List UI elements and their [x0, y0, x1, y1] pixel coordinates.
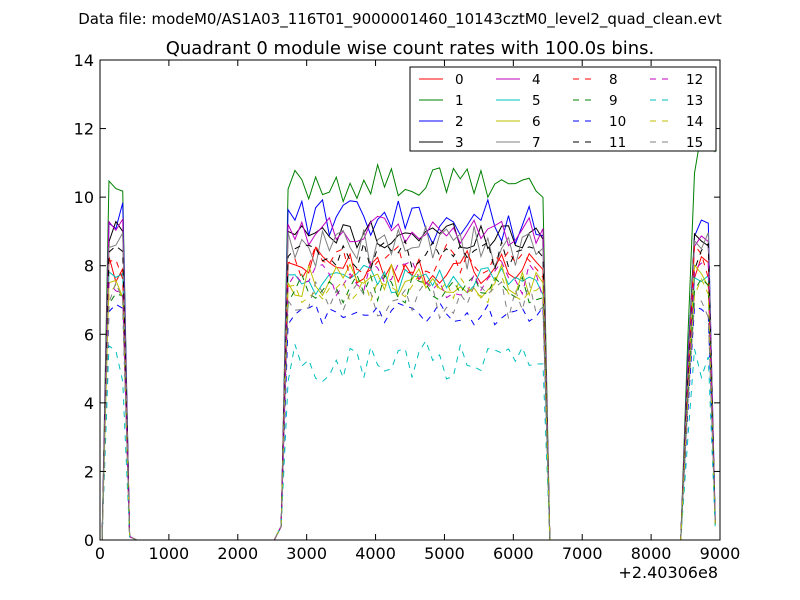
series-line-2 — [101, 198, 716, 541]
legend-label-12: 12 — [686, 72, 703, 88]
legend-box — [409, 66, 717, 152]
x-tick-label: 4000 — [355, 544, 396, 563]
y-tick-label: 10 — [74, 188, 94, 207]
x-axis: 0 1000 2000 3000 4000 5000 6000 7000 8000 9000 — [95, 60, 740, 563]
series-line-1 — [101, 131, 716, 541]
series-line-10 — [101, 301, 716, 541]
series-line-6 — [101, 263, 716, 541]
series-line-9 — [101, 273, 716, 541]
legend-label-9: 9 — [609, 93, 618, 109]
series-line-5 — [101, 264, 716, 541]
legend-label-10: 10 — [609, 114, 626, 130]
legend-label-4: 4 — [532, 72, 541, 88]
x-tick-label: 5000 — [424, 544, 465, 563]
y-tick-label: 0 — [84, 531, 94, 550]
x-tick-label: 7000 — [562, 544, 603, 563]
series-line-12 — [101, 260, 716, 541]
y-tick-label: 6 — [84, 325, 94, 344]
series-line-4 — [101, 215, 716, 541]
x-tick-label: 6000 — [493, 544, 534, 563]
x-tick-label: 3000 — [286, 544, 327, 563]
legend-label-11: 11 — [609, 135, 626, 151]
series-line-14 — [101, 273, 716, 541]
chart-title: Quadrant 0 module wise count rates with … — [166, 38, 655, 59]
figure-suptitle: Data file: modeM0/AS1A03_116T01_90000014… — [78, 10, 722, 29]
x-tick-label: 2000 — [217, 544, 258, 563]
y-tick-label: 4 — [84, 394, 94, 413]
legend-label-0: 0 — [455, 72, 464, 88]
x-tick-label: 8000 — [631, 544, 672, 563]
y-tick-label: 2 — [84, 462, 94, 481]
y-tick-label: 8 — [84, 257, 94, 276]
x-tick-label: 9000 — [700, 544, 741, 563]
x-tick-label: 1000 — [149, 544, 190, 563]
series-line-3 — [101, 220, 716, 541]
legend-label-7: 7 — [532, 135, 541, 151]
legend-label-1: 1 — [455, 93, 464, 109]
x-offset-label: +2.40306e8 — [618, 563, 718, 582]
legend-label-5: 5 — [532, 93, 541, 109]
y-tick-label: 14 — [74, 51, 94, 70]
axes-frame — [99, 59, 721, 541]
legend-label-14: 14 — [686, 114, 703, 130]
legend-label-3: 3 — [455, 135, 464, 151]
series-line-15 — [101, 280, 716, 541]
x-tick-label: 0 — [95, 544, 105, 563]
legend-label-13: 13 — [686, 93, 703, 109]
legend-label-6: 6 — [532, 114, 541, 130]
legend-label-2: 2 — [455, 114, 464, 130]
plot-lines — [101, 131, 716, 541]
series-line-13 — [101, 339, 716, 541]
legend-label-15: 15 — [686, 135, 703, 151]
legend-label-8: 8 — [609, 72, 618, 88]
series-line-11 — [101, 239, 716, 541]
y-tick-label: 12 — [74, 120, 94, 139]
